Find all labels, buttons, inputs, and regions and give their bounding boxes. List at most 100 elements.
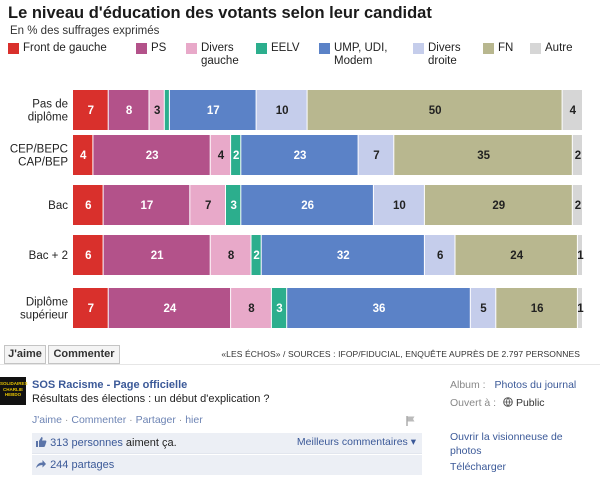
like-link[interactable]: J'aime	[32, 414, 63, 426]
legend-swatch	[319, 43, 330, 54]
bar-segment	[108, 288, 231, 328]
open-viewer-link[interactable]: Ouvrir la visionneuse de photos	[450, 431, 563, 457]
audience-label: Ouvert à :	[450, 397, 497, 409]
download-link[interactable]: Télécharger	[450, 461, 507, 473]
row-label: Diplôme supérieur	[20, 297, 68, 322]
comment-link[interactable]: Commenter	[71, 414, 127, 426]
shares-count-link[interactable]: 244 partages	[50, 459, 115, 471]
data-label: 8	[228, 250, 235, 262]
bar-segment	[424, 185, 572, 225]
album-label: Album :	[450, 379, 486, 391]
bar-segment	[373, 185, 424, 225]
bar-segment	[572, 135, 582, 175]
bar-segment	[73, 235, 103, 275]
chart-legend: Front de gauche PS Divers gauche EELV UM…	[8, 42, 598, 72]
chevron-down-icon: ▾	[407, 436, 416, 448]
data-label: 6	[85, 200, 91, 212]
page-name-link[interactable]: SOS Racisme - Page officielle	[32, 379, 188, 391]
chart-subtitle: En % des suffrages exprimés	[10, 25, 160, 37]
likes-text: aiment ça.	[122, 437, 177, 449]
bar-segment	[231, 288, 271, 328]
bar-segment	[287, 288, 470, 328]
data-label: 17	[207, 105, 220, 117]
data-label: 29	[492, 200, 505, 212]
bar-segment	[93, 135, 210, 175]
bar-segment	[108, 90, 149, 130]
avatar[interactable]: SOLIDAIRES CHARLIE HEBDO	[0, 377, 28, 405]
bar-segment	[572, 185, 582, 225]
facebook-post: SOLIDAIRES CHARLIE HEBDO SOS Racisme - P…	[0, 364, 600, 478]
row-label: Bac	[48, 200, 68, 212]
bar-segment	[562, 90, 582, 130]
data-label: 36	[373, 303, 386, 315]
data-label: 35	[477, 150, 490, 162]
bar-segment	[256, 90, 307, 130]
bar-segment	[241, 185, 373, 225]
audience-value[interactable]: Public	[515, 397, 545, 409]
flag-icon[interactable]	[405, 415, 417, 427]
data-label: 4	[80, 150, 87, 162]
album-link[interactable]: Photos du journal	[494, 379, 577, 391]
legend-swatch	[413, 43, 424, 54]
bar-segment	[73, 185, 103, 225]
data-label: 2	[253, 250, 259, 262]
data-label: 32	[337, 250, 350, 262]
data-label: 2	[233, 150, 239, 162]
bar-segment	[496, 288, 577, 328]
data-label: 8	[126, 105, 133, 117]
comment-image-button[interactable]: Commenter	[48, 345, 120, 364]
data-label: 23	[146, 150, 159, 162]
bar-segment	[210, 135, 231, 175]
legend-label: Divers droite	[428, 42, 461, 67]
share-link[interactable]: Partager	[135, 414, 176, 426]
bar-segment	[358, 135, 394, 175]
legend-label: EELV	[271, 42, 300, 54]
data-label: 6	[437, 250, 443, 262]
bar-segment	[226, 185, 241, 225]
globe-icon	[503, 397, 516, 409]
bar-segment	[73, 90, 108, 130]
data-label: 2	[575, 150, 581, 162]
bar-segment	[261, 235, 424, 275]
legend-label: PS	[151, 42, 167, 54]
data-label: 4	[570, 105, 577, 117]
legend-label: UMP, UDI, Modem	[334, 42, 388, 67]
bar-segment	[271, 288, 287, 328]
bar-segment	[73, 288, 108, 328]
data-label: 6	[85, 250, 91, 262]
data-label: 10	[393, 200, 406, 212]
data-label: 24	[164, 303, 177, 315]
bar-segment	[455, 235, 577, 275]
data-label: 7	[205, 200, 211, 212]
like-image-button[interactable]: J'aime	[4, 345, 46, 364]
bar-segment	[164, 90, 169, 130]
data-label: 3	[154, 105, 160, 117]
share-bar: J'aime Commenter «LES ÉCHOS» / SOURCES :…	[0, 343, 600, 364]
bar-segment	[190, 185, 225, 225]
data-label: 17	[141, 200, 154, 212]
likes-summary: 313 personnes aiment ça. Meilleurs comme…	[32, 433, 422, 454]
data-label: 8	[248, 303, 255, 315]
bar-segment	[577, 288, 582, 328]
bar-segment	[231, 135, 241, 175]
data-label: 7	[88, 105, 94, 117]
bar-segment	[424, 235, 455, 275]
bar-segment	[251, 235, 261, 275]
row-label: Pas de diplôme	[28, 99, 68, 124]
post-text: Résultats des élections : un début d'exp…	[32, 393, 270, 405]
chart-title: Le niveau d'éducation des votants selon …	[8, 4, 432, 22]
data-label: 5	[480, 303, 487, 315]
best-comments-label: Meilleurs commentaires	[296, 436, 408, 448]
likes-count-link[interactable]: 313 personnes	[50, 437, 123, 449]
data-label: 26	[301, 200, 314, 212]
legend-label: Front de gauche	[23, 42, 107, 54]
data-label: 50	[429, 105, 442, 117]
data-label: 16	[531, 303, 544, 315]
data-label: 3	[276, 303, 282, 315]
data-label: 2	[575, 200, 581, 212]
data-label: 7	[88, 303, 94, 315]
data-label: 23	[294, 150, 307, 162]
post-time[interactable]: hier	[185, 414, 203, 426]
bar-segment	[577, 235, 582, 275]
best-comments-dropdown[interactable]: Meilleurs commentaires ▾	[297, 436, 416, 448]
